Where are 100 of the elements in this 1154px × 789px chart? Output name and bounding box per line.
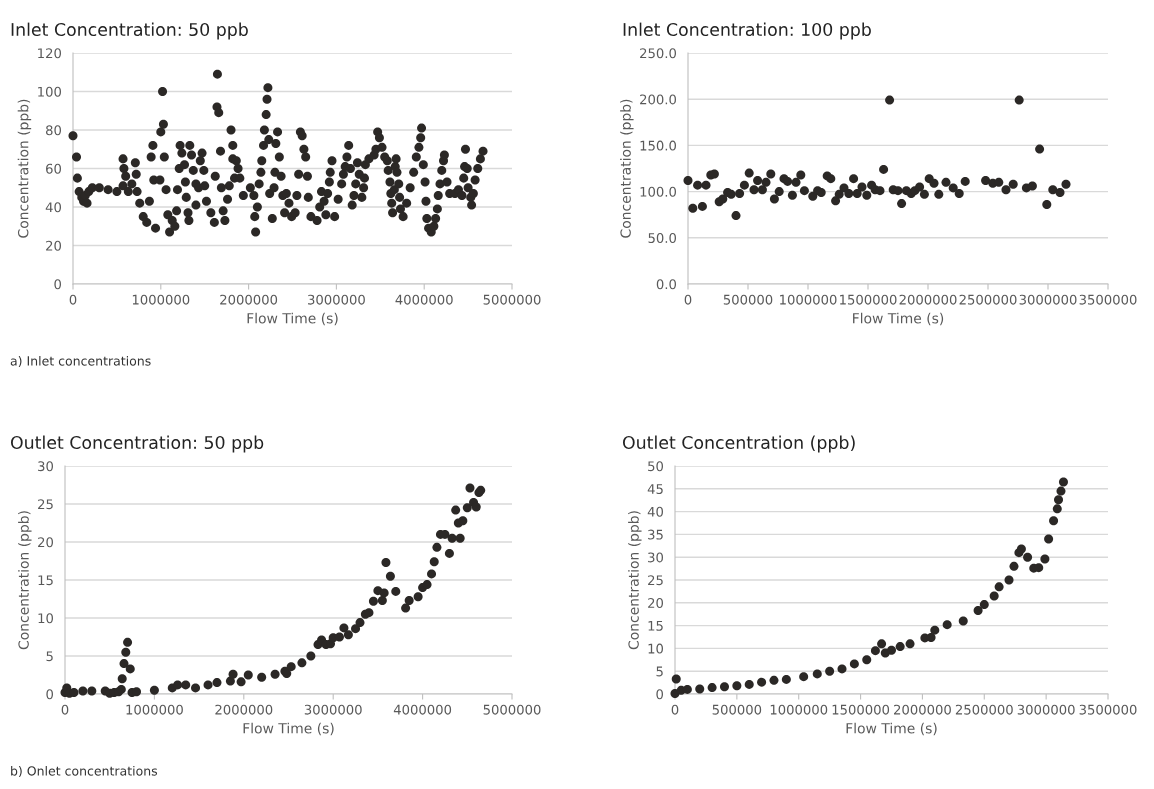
x-axis-title: Flow Time (s): [853, 312, 944, 326]
point: [973, 606, 983, 616]
point: [862, 655, 872, 665]
point: [825, 666, 835, 676]
x-tick-label: 3500000: [1079, 294, 1137, 305]
point: [1056, 486, 1066, 496]
point: [979, 600, 989, 610]
text: a) Inlet concentrations: [10, 355, 151, 368]
y-tick-label: 80: [45, 125, 62, 136]
x-tick-label: 0: [61, 704, 69, 715]
x-tick-label: 3000000: [1019, 294, 1077, 305]
point: [870, 646, 880, 656]
y-tick-label: 0: [46, 689, 54, 700]
y-tick-label: 45: [647, 484, 663, 494]
point: [812, 669, 822, 679]
chart-title: Outlet Concentration (ppb): [622, 435, 855, 453]
y-axis-title: Concentration (ppb): [17, 99, 32, 238]
x-tick-label: 1500000: [832, 704, 890, 715]
y-tick-label: 100.0: [640, 186, 677, 197]
x-tick-label: 2500000: [959, 294, 1017, 305]
x-tick-label: 4000000: [393, 704, 452, 715]
point: [732, 681, 742, 691]
x-tick-label: 4000000: [395, 294, 453, 305]
point: [926, 632, 936, 642]
y-tick-label: 150.0: [640, 140, 677, 151]
point: [887, 645, 896, 655]
point: [1034, 563, 1044, 573]
point: [1004, 575, 1014, 585]
y-tick-label: 50: [648, 461, 664, 472]
point: [877, 639, 887, 649]
y-tick-label: 35: [648, 529, 663, 540]
y-axis-title: Concentration (ppb): [620, 99, 634, 238]
point: [671, 674, 681, 684]
x-tick-label: 5000000: [483, 704, 541, 715]
point: [994, 582, 1004, 592]
y-axis-title: Concentration (ppb): [18, 511, 32, 650]
point: [1023, 552, 1033, 562]
y-tick-label: 10: [38, 613, 54, 624]
y-tick-label: 25: [38, 499, 53, 510]
x-tick-label: 0: [684, 294, 692, 305]
x-tick-label: 5000000: [483, 294, 541, 305]
point: [682, 684, 692, 694]
point: [744, 679, 754, 689]
x-tick-label: 3000000: [1017, 704, 1075, 715]
x-tick-label: 3500000: [1079, 704, 1137, 715]
point: [799, 672, 809, 682]
point: [1054, 495, 1064, 505]
x-tick-label: 1000000: [770, 704, 828, 715]
x-axis-title: Flow Time (s): [243, 722, 334, 736]
y-tick-label: 10: [648, 643, 664, 654]
x-tick-label: 2000000: [899, 294, 957, 305]
point: [757, 677, 767, 687]
x-tick-label: 1000000: [780, 294, 837, 305]
chart-title: Inlet Concentration: 100 ppb: [623, 22, 871, 40]
x-tick-label: 1500000: [840, 294, 897, 305]
y-tick-label: 120: [38, 48, 62, 59]
y-tick-label: 30: [648, 552, 664, 563]
x-tick-label: 0: [69, 294, 77, 305]
y-tick-label: 50.0: [648, 233, 677, 243]
y-tick-label: 5: [656, 666, 663, 677]
y-tick-label: 0: [54, 279, 62, 290]
point: [958, 616, 968, 626]
y-tick-label: 15: [648, 620, 663, 631]
x-tick-label: 2000000: [215, 704, 273, 715]
y-tick-label: 250.0: [640, 48, 677, 59]
point: [1016, 544, 1026, 554]
point: [1058, 477, 1068, 487]
x-tick-label: 1000000: [132, 294, 190, 305]
point: [1009, 561, 1019, 571]
point: [1052, 504, 1062, 514]
y-tick-label: 60: [46, 163, 62, 174]
point: [895, 642, 905, 652]
x-tick-label: 500000: [712, 704, 762, 715]
point: [707, 683, 717, 693]
point: [769, 675, 779, 685]
y-tick-label: 200.0: [640, 94, 677, 105]
chart-title: Inlet Concentration: 50 ppb: [11, 22, 248, 40]
y-tick-label: 5: [46, 651, 53, 662]
point: [719, 682, 729, 692]
y-tick-label: 20: [46, 240, 62, 251]
x-tick-label: 500000: [723, 294, 773, 305]
x-tick-label: 3000000: [304, 704, 362, 715]
point: [781, 674, 791, 684]
x-axis-title: Flow Time (s): [247, 312, 338, 326]
x-axis-title: Flow Time (s): [846, 722, 937, 736]
chart-title: Outlet Concentration: 50 ppb: [10, 435, 264, 453]
y-tick-label: 40: [45, 202, 62, 213]
point: [1049, 516, 1059, 526]
point: [695, 684, 705, 694]
y-tick-label: 20: [648, 598, 664, 608]
point: [849, 659, 859, 669]
point: [905, 639, 915, 649]
y-tick-label: 15: [38, 575, 53, 586]
y-tick-label: 25: [648, 575, 663, 586]
x-tick-label: 2500000: [955, 704, 1013, 715]
point: [989, 591, 999, 601]
point: [1040, 554, 1050, 564]
point: [942, 620, 952, 630]
y-tick-label: 0.0: [656, 279, 677, 290]
text: b) Onlet concentrations: [11, 765, 158, 778]
